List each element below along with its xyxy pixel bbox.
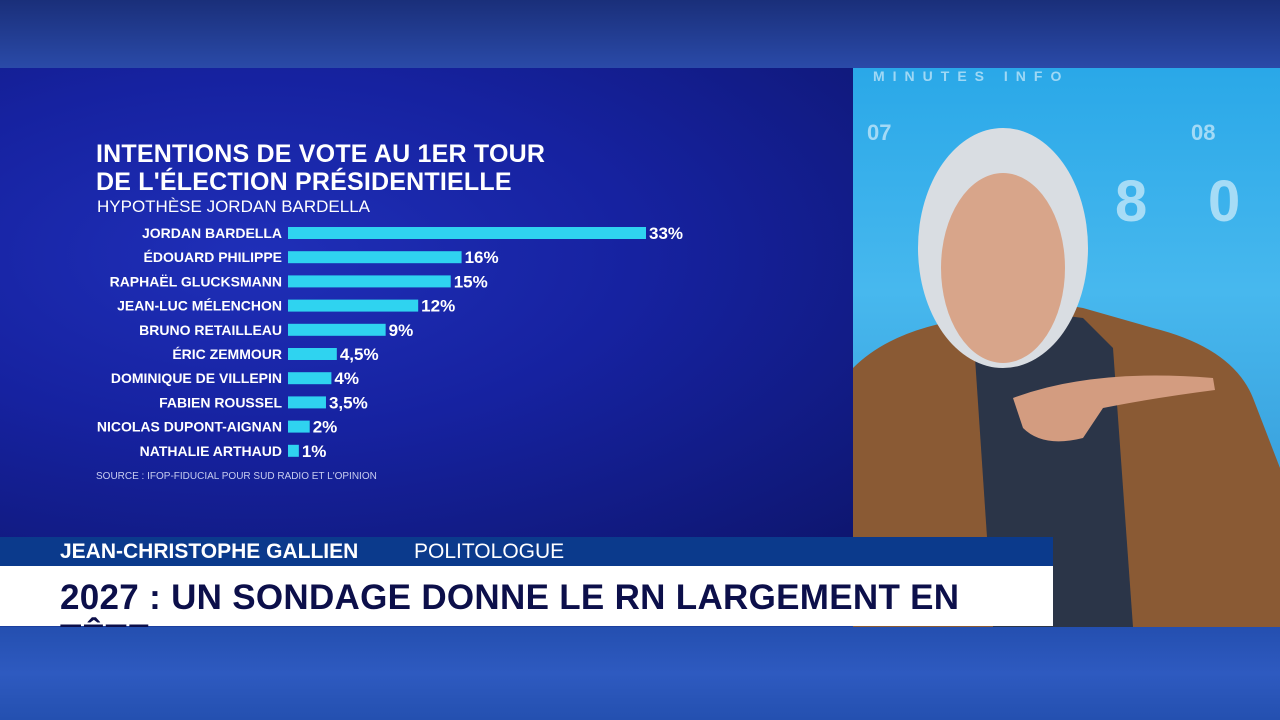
category-label: JORDAN BARDELLA bbox=[142, 225, 282, 241]
headline-text: 2027 : UN SONDAGE DONNE LE RN LARGEMENT … bbox=[60, 578, 960, 657]
category-label: DOMINIQUE DE VILLEPIN bbox=[111, 370, 282, 386]
category-label: JEAN-LUC MÉLENCHON bbox=[117, 298, 282, 314]
chart-subtitle: HYPOTHÈSE JORDAN BARDELLA bbox=[97, 197, 371, 216]
category-label: ÉDOUARD PHILIPPE bbox=[144, 249, 282, 265]
chart-panel bbox=[0, 68, 853, 537]
top-band bbox=[0, 0, 1280, 68]
category-label: RAPHAËL GLUCKSMANN bbox=[110, 273, 282, 289]
value-label: 4,5% bbox=[340, 345, 379, 364]
guest-name: JEAN-CHRISTOPHE GALLIEN bbox=[60, 540, 359, 563]
chart-title-line-1: INTENTIONS DE VOTE AU 1ER TOUR bbox=[96, 140, 546, 168]
bar bbox=[288, 227, 646, 239]
value-label: 1% bbox=[302, 442, 327, 461]
guest-role: POLITOLOGUE bbox=[414, 540, 565, 563]
studio-bg-number: 08 bbox=[1191, 120, 1216, 145]
bar bbox=[288, 348, 337, 360]
category-label: NICOLAS DUPONT-AIGNAN bbox=[97, 419, 282, 435]
name-strap: JEAN-CHRISTOPHE GALLIEN POLITOLOGUE bbox=[0, 537, 1053, 566]
value-label: 9% bbox=[389, 321, 414, 340]
studio-bg-number: 8 bbox=[1115, 169, 1148, 234]
value-label: 3,5% bbox=[329, 393, 368, 412]
bar bbox=[288, 275, 451, 288]
studio-camera-feed: MINUTES INFO 07 08 8 0 bbox=[853, 68, 1280, 627]
category-label: BRUNO RETAILLEAU bbox=[139, 322, 282, 338]
bar bbox=[288, 396, 326, 409]
studio-bg-number: 07 bbox=[867, 120, 892, 145]
value-label: 16% bbox=[465, 248, 499, 267]
bar bbox=[288, 323, 386, 336]
value-label: 2% bbox=[313, 418, 338, 437]
chart-title: INTENTIONS DE VOTE AU 1ER TOUR DE L'ÉLEC… bbox=[96, 140, 545, 196]
headline-banner: 2027 : UN SONDAGE DONNE LE RN LARGEMENT … bbox=[0, 566, 1053, 657]
bottom-band bbox=[0, 627, 1280, 720]
bar bbox=[288, 420, 310, 433]
studio-bg-text: MINUTES INFO bbox=[873, 68, 1070, 84]
value-label: 33% bbox=[649, 224, 683, 243]
bar bbox=[288, 251, 462, 264]
bar bbox=[288, 299, 419, 312]
bar bbox=[288, 444, 299, 457]
category-label: ÉRIC ZEMMOUR bbox=[172, 346, 282, 362]
chart-source: SOURCE : IFOP-FIDUCIAL POUR SUD RADIO ET… bbox=[96, 471, 377, 482]
bar bbox=[288, 372, 332, 385]
value-label: 4% bbox=[334, 369, 359, 388]
bar-chart: JORDAN BARDELLA 33% ÉDOUARD PHILIPPE 16% RAP… bbox=[97, 224, 683, 461]
category-label: NATHALIE ARTHAUD bbox=[140, 443, 282, 459]
value-label: 12% bbox=[421, 297, 455, 316]
value-label: 15% bbox=[454, 272, 488, 291]
studio-bg-number: 0 bbox=[1208, 169, 1241, 234]
category-label: FABIEN ROUSSEL bbox=[159, 394, 282, 410]
chart-title-line-2: DE L'ÉLECTION PRÉSIDENTIELLE bbox=[96, 168, 512, 196]
